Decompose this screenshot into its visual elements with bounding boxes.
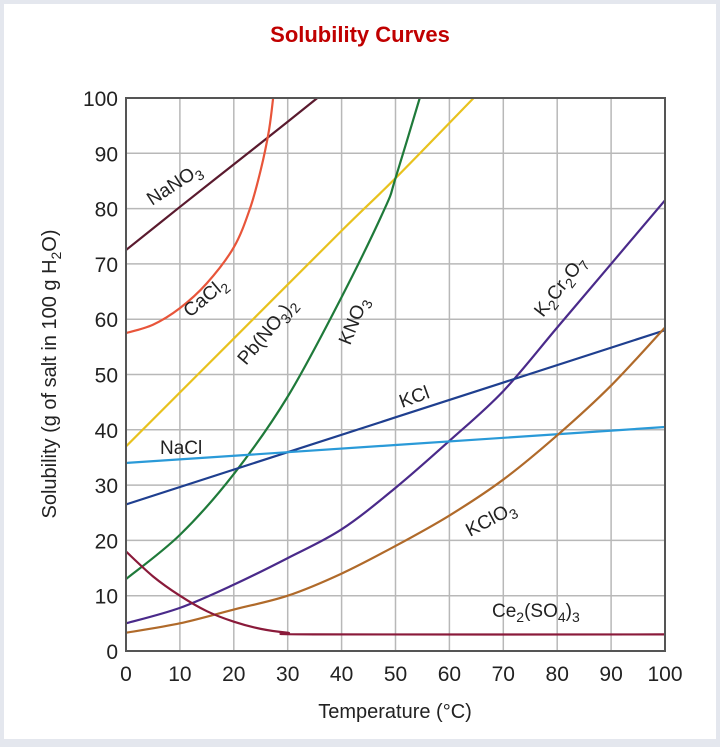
curve-label-pbno32: Pb(NO3)2	[234, 294, 304, 371]
subscript: 4	[558, 609, 566, 625]
curve-label-cacl2: CaCl2	[180, 273, 234, 324]
chart-card	[4, 4, 716, 739]
curve-label-nacl: NaCl	[160, 438, 202, 459]
label-text: KNO	[335, 302, 370, 348]
curve-ce2so43	[125, 550, 666, 636]
label-text: (SO	[524, 601, 558, 622]
label-text: )	[566, 601, 572, 622]
subscript: 2	[516, 609, 524, 625]
x-tick-label: 80	[546, 663, 569, 686]
curve-label-kclo3: KClO3	[462, 498, 520, 544]
label-text: KClO	[462, 502, 512, 542]
y-tick-label: 70	[95, 254, 118, 277]
y-tick-label: 60	[95, 309, 118, 332]
y-axis-label: Solubility (g of salt in 100 g H2O)	[39, 229, 64, 518]
curve-k2cr2o7	[125, 199, 666, 625]
curves	[125, 97, 666, 636]
curve-nano3	[125, 97, 319, 251]
curve-cacl2	[125, 97, 275, 335]
x-tick-label: 20	[222, 663, 245, 686]
x-tick-labels: 0 10 20 30 40 50 60 70 80 90 100	[120, 663, 682, 686]
x-tick-label: 50	[384, 663, 407, 686]
x-tick-label: 90	[599, 663, 622, 686]
subscript: 3	[572, 609, 580, 625]
y-tick-label: 90	[95, 143, 118, 166]
curve-kno3	[125, 97, 421, 580]
curve-label-k2cr2o7: K2Cr2O7	[530, 252, 593, 323]
x-tick-label: 70	[492, 663, 515, 686]
y-tick-label: 30	[95, 475, 118, 498]
x-tick-label: 0	[120, 663, 132, 686]
chart-title: Solubility Curves	[270, 22, 450, 47]
x-tick-label: 30	[276, 663, 299, 686]
y-axis-label-end: O)	[39, 229, 61, 251]
y-tick-label: 10	[95, 586, 118, 609]
x-tick-label: 60	[438, 663, 461, 686]
curve-nacl	[125, 425, 666, 465]
y-tick-label: 20	[95, 530, 118, 553]
x-tick-label: 10	[168, 663, 191, 686]
y-tick-label: 100	[83, 88, 118, 111]
x-tick-label: 100	[647, 663, 682, 686]
curve-kclo3	[125, 326, 666, 634]
curve-kcl	[125, 329, 666, 506]
y-axis-label-sub: 2	[48, 251, 64, 259]
y-tick-label: 80	[95, 199, 118, 222]
y-tick-label: 40	[95, 420, 118, 443]
y-tick-label: 0	[106, 641, 118, 664]
x-axis-label: Temperature (°C)	[318, 701, 472, 723]
label-text: Ce	[492, 601, 516, 622]
x-tick-label: 40	[330, 663, 353, 686]
curve-label-nano3: NaNO3	[143, 159, 207, 212]
curve-pbno32	[125, 97, 475, 448]
y-tick-labels: 0 10 20 30 40 50 60 70 80 90 100	[83, 88, 118, 664]
label-text: NaCl	[160, 438, 202, 459]
y-tick-label: 50	[95, 365, 118, 388]
plot-frame	[125, 97, 666, 652]
curve-label-ce2so43: Ce2(SO4)3	[492, 601, 580, 625]
y-axis-label-main: Solubility (g of salt in 100 g H	[39, 259, 61, 518]
label-text: NaNO	[143, 164, 199, 210]
